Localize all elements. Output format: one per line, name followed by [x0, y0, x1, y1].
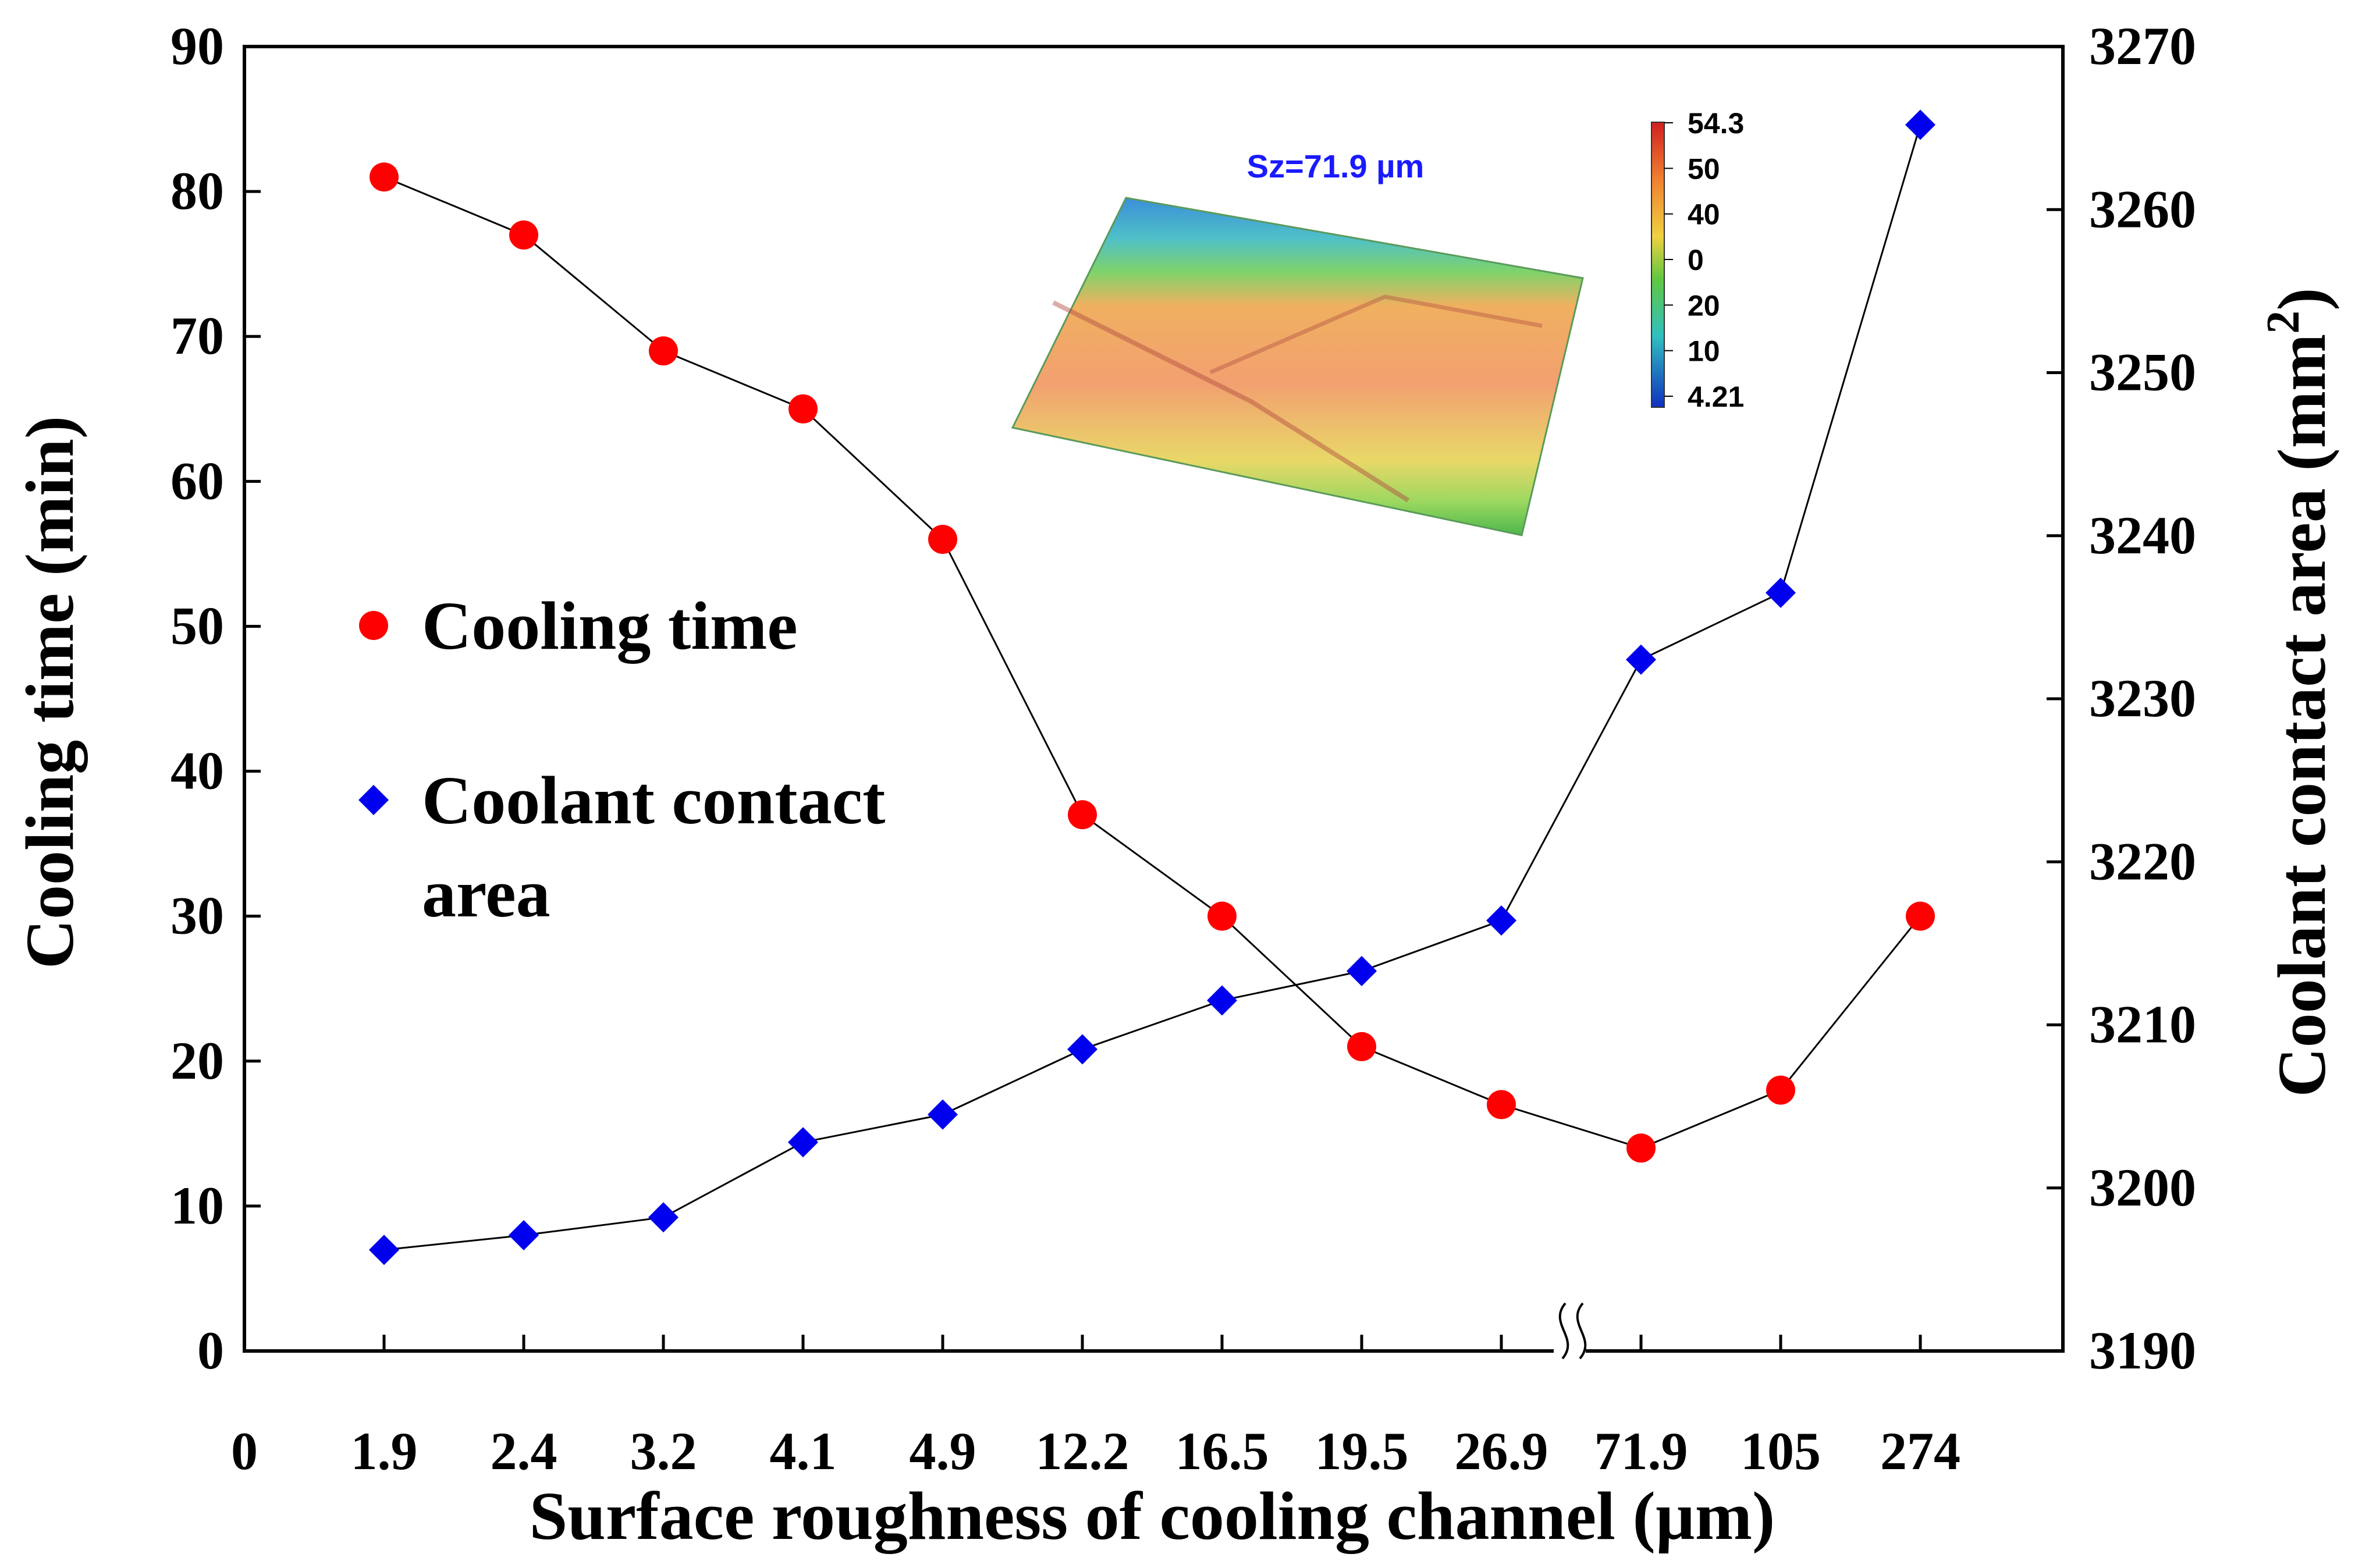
contact-area-point: [1766, 577, 1796, 608]
colorbar-label: 20: [1688, 289, 1720, 322]
colorbar-label: 0: [1688, 244, 1704, 276]
y-right-tick-label: 3240: [2089, 506, 2196, 565]
x-tick-label: 4.9: [910, 1421, 976, 1481]
legend-marker-contact-area: [358, 785, 389, 815]
colorbar-label: 4.21: [1688, 381, 1744, 413]
y-left-tick-label: 10: [171, 1176, 224, 1235]
legend-label: Cooling time: [422, 588, 798, 664]
contact-area-point: [369, 1235, 399, 1265]
y-left-tick-label: 50: [171, 596, 224, 655]
cooling-time-point: [1207, 901, 1237, 931]
cooling-time-point: [649, 336, 678, 366]
colorbar-label: 54.3: [1688, 107, 1744, 140]
series-line-1: [383, 125, 1921, 1251]
inset-title: Sz=71.9 µm: [1247, 148, 1425, 184]
y-axis-right-title: Coolant contact area (mm2): [2258, 287, 2340, 1097]
y-right-tick-label: 3230: [2089, 669, 2196, 728]
x-tick-label: 16.5: [1175, 1421, 1269, 1481]
x-axis-title: Surface roughness of cooling channel (µm…: [530, 1478, 1775, 1554]
series-line-0: [383, 176, 1921, 1149]
cooling-time-point: [1347, 1032, 1376, 1061]
colorbar-label: 40: [1688, 198, 1720, 231]
contact-area-point: [509, 1220, 539, 1251]
y-left-tick-label: 70: [171, 306, 224, 365]
legend-label: area: [422, 855, 550, 931]
y-axis-left-title: Cooling time (min): [12, 416, 88, 969]
colorbar: [1651, 122, 1665, 408]
y-right-tick-label: 3260: [2089, 179, 2196, 239]
x-tick-label: 19.5: [1315, 1421, 1409, 1481]
y-left-tick-label: 60: [171, 451, 224, 510]
y-left-tick-label: 30: [171, 886, 224, 945]
x-tick-label: 71.9: [1594, 1421, 1688, 1481]
x-tick-label-origin: 0: [231, 1421, 258, 1481]
cooling-time-point: [1068, 800, 1097, 830]
colorbar-labels: 54.3 50 40 0 20 10 4.21: [1664, 107, 1744, 413]
y-axis-right-title-close: ): [2264, 287, 2340, 310]
y-right-tick-label: 3190: [2089, 1321, 2196, 1380]
x-tick-label: 3.2: [630, 1421, 697, 1481]
cooling-time-point: [1906, 901, 1935, 931]
x-tick-label: 105: [1741, 1421, 1821, 1481]
y-right-tick-label: 3270: [2089, 16, 2196, 76]
y-left-tick-label: 0: [197, 1321, 224, 1380]
contact-area-point: [928, 1099, 958, 1130]
cooling-time-point: [1626, 1133, 1656, 1163]
contact-area-point: [648, 1202, 679, 1233]
surface-ridge: [1052, 300, 1410, 503]
x-tick-label: 12.2: [1036, 1421, 1130, 1481]
y-axis-right-title-sup: 2: [2258, 311, 2309, 334]
legend-marker-cooling-time: [359, 611, 388, 640]
y-left-tick-label: 20: [171, 1031, 224, 1090]
contact-area-point: [1905, 109, 1935, 140]
cooling-time-point: [370, 162, 399, 192]
axis-break-icon: [1554, 1302, 1587, 1379]
series-lines: [383, 125, 1921, 1251]
y-left-tick-label: 40: [171, 741, 224, 801]
cooling-time-point: [1766, 1075, 1795, 1105]
colorbar-label: 50: [1688, 152, 1720, 185]
contact-area-point: [1207, 985, 1237, 1016]
tick-labels: 0 10 20 30 40 50 60 70 80 90 3190 3200 3210 3220 3230 3…: [171, 16, 2196, 1481]
contact-area-point: [1067, 1034, 1097, 1065]
x-tick-label: 4.1: [770, 1421, 837, 1481]
contact-area-point: [1347, 956, 1377, 987]
legend-label: Coolant contact: [422, 762, 885, 838]
y-right-tick-label: 3220: [2089, 831, 2196, 891]
x-tick-label: 1.9: [351, 1421, 418, 1481]
y-right-tick-label: 3200: [2089, 1158, 2196, 1217]
axis-ticks: [244, 45, 2063, 1353]
contact-area-point: [788, 1127, 818, 1158]
surface-inset: Sz=71.9 µm 54.3 50 40 0 20 10 4.21: [1011, 107, 1744, 536]
cooling-time-point: [1487, 1090, 1516, 1119]
y-axis-right-title-main: Coolant contact area (mm: [2264, 334, 2340, 1097]
y-left-tick-label: 80: [171, 161, 224, 221]
legend: Cooling time Coolant contact area: [358, 588, 885, 931]
y-right-tick-label: 3210: [2089, 995, 2196, 1054]
colorbar-label: 10: [1688, 335, 1720, 368]
x-tick-label: 2.4: [491, 1421, 557, 1481]
y-left-tick-label: 90: [171, 16, 224, 76]
cooling-time-point: [788, 394, 818, 424]
x-tick-label: 274: [1880, 1421, 1960, 1481]
surface-map: [1011, 197, 1584, 536]
y-right-tick-label: 3250: [2089, 343, 2196, 402]
cooling-time-point: [509, 220, 538, 250]
cooling-time-point: [928, 524, 957, 554]
contact-area-point: [1486, 905, 1516, 936]
x-tick-label: 26.9: [1455, 1421, 1548, 1481]
contact-area-point: [1626, 644, 1656, 675]
data-markers: [369, 109, 1935, 1265]
surface-ridge-2: [1209, 294, 1543, 375]
